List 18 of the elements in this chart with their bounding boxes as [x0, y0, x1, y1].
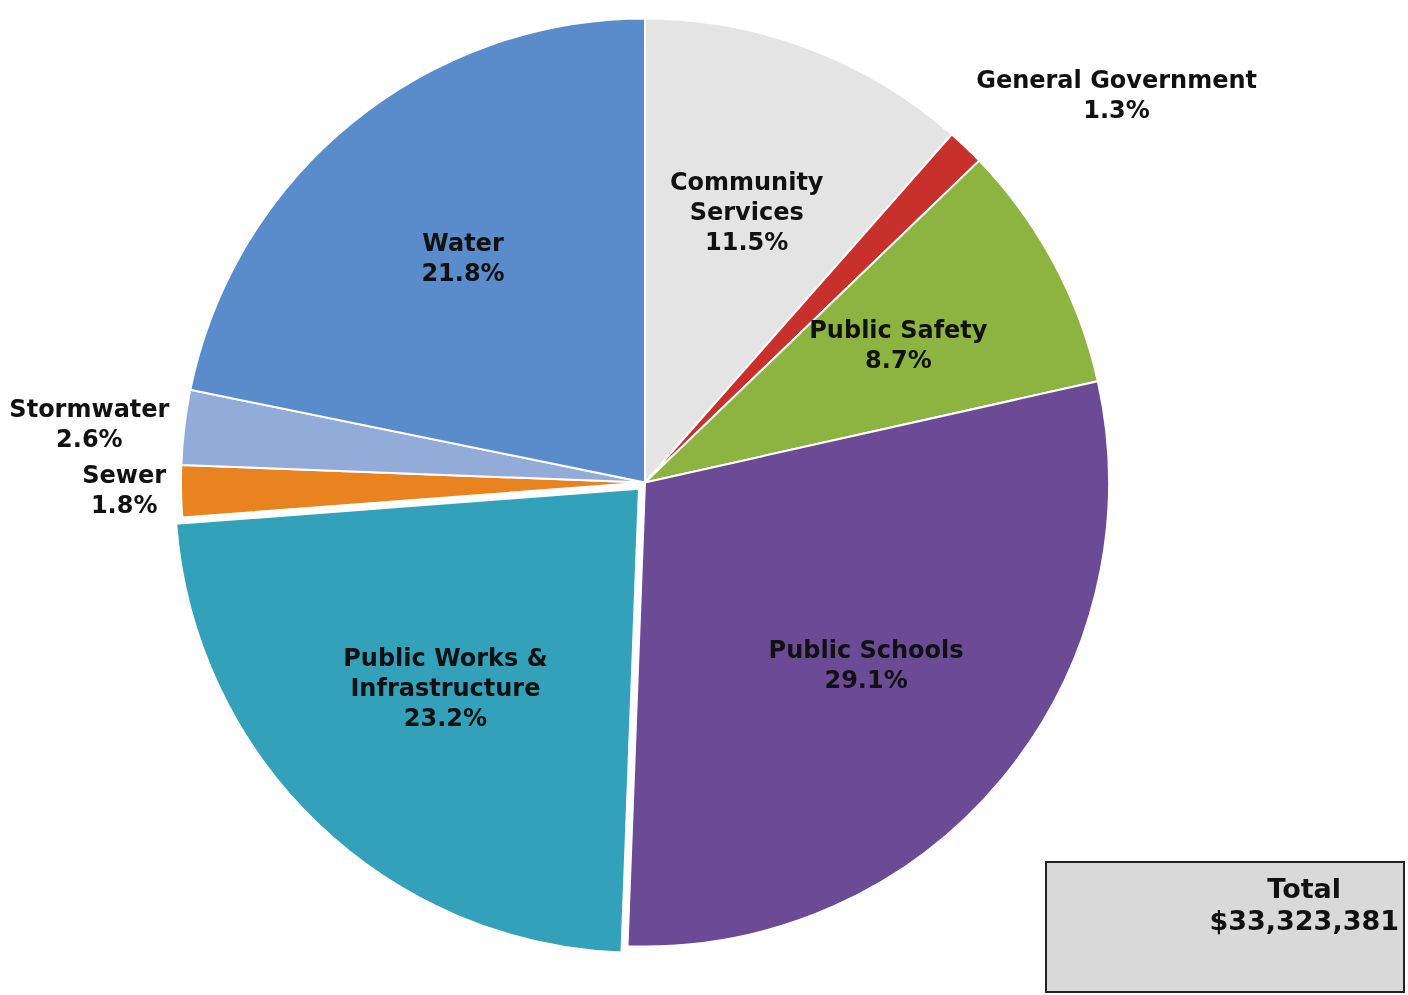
slice-label: Community Services: [669, 167, 824, 226]
data-label: 1.3%: [1083, 95, 1150, 124]
data-label: 11.5%: [705, 227, 789, 256]
slice-label: Public Works & Infrastructure: [343, 643, 548, 702]
slice-label: General Government: [976, 65, 1257, 94]
data-label: 29.1%: [824, 665, 908, 694]
slice-label: Public Schools: [768, 635, 964, 664]
data-label: 2.6%: [56, 424, 123, 453]
text: Total: [1266, 873, 1343, 905]
data-label: 21.8%: [421, 258, 505, 287]
slice-label: Public Safety: [809, 315, 988, 344]
data-label: 23.2%: [403, 703, 488, 732]
slice-label: Water: [422, 228, 504, 257]
data-label: 8.7%: [865, 345, 932, 374]
slice-label: Stormwater: [9, 394, 170, 423]
slice-label: Sewer: [82, 460, 167, 489]
text: $33,323,381: [1209, 905, 1399, 937]
data-label: 1.8%: [90, 490, 158, 519]
